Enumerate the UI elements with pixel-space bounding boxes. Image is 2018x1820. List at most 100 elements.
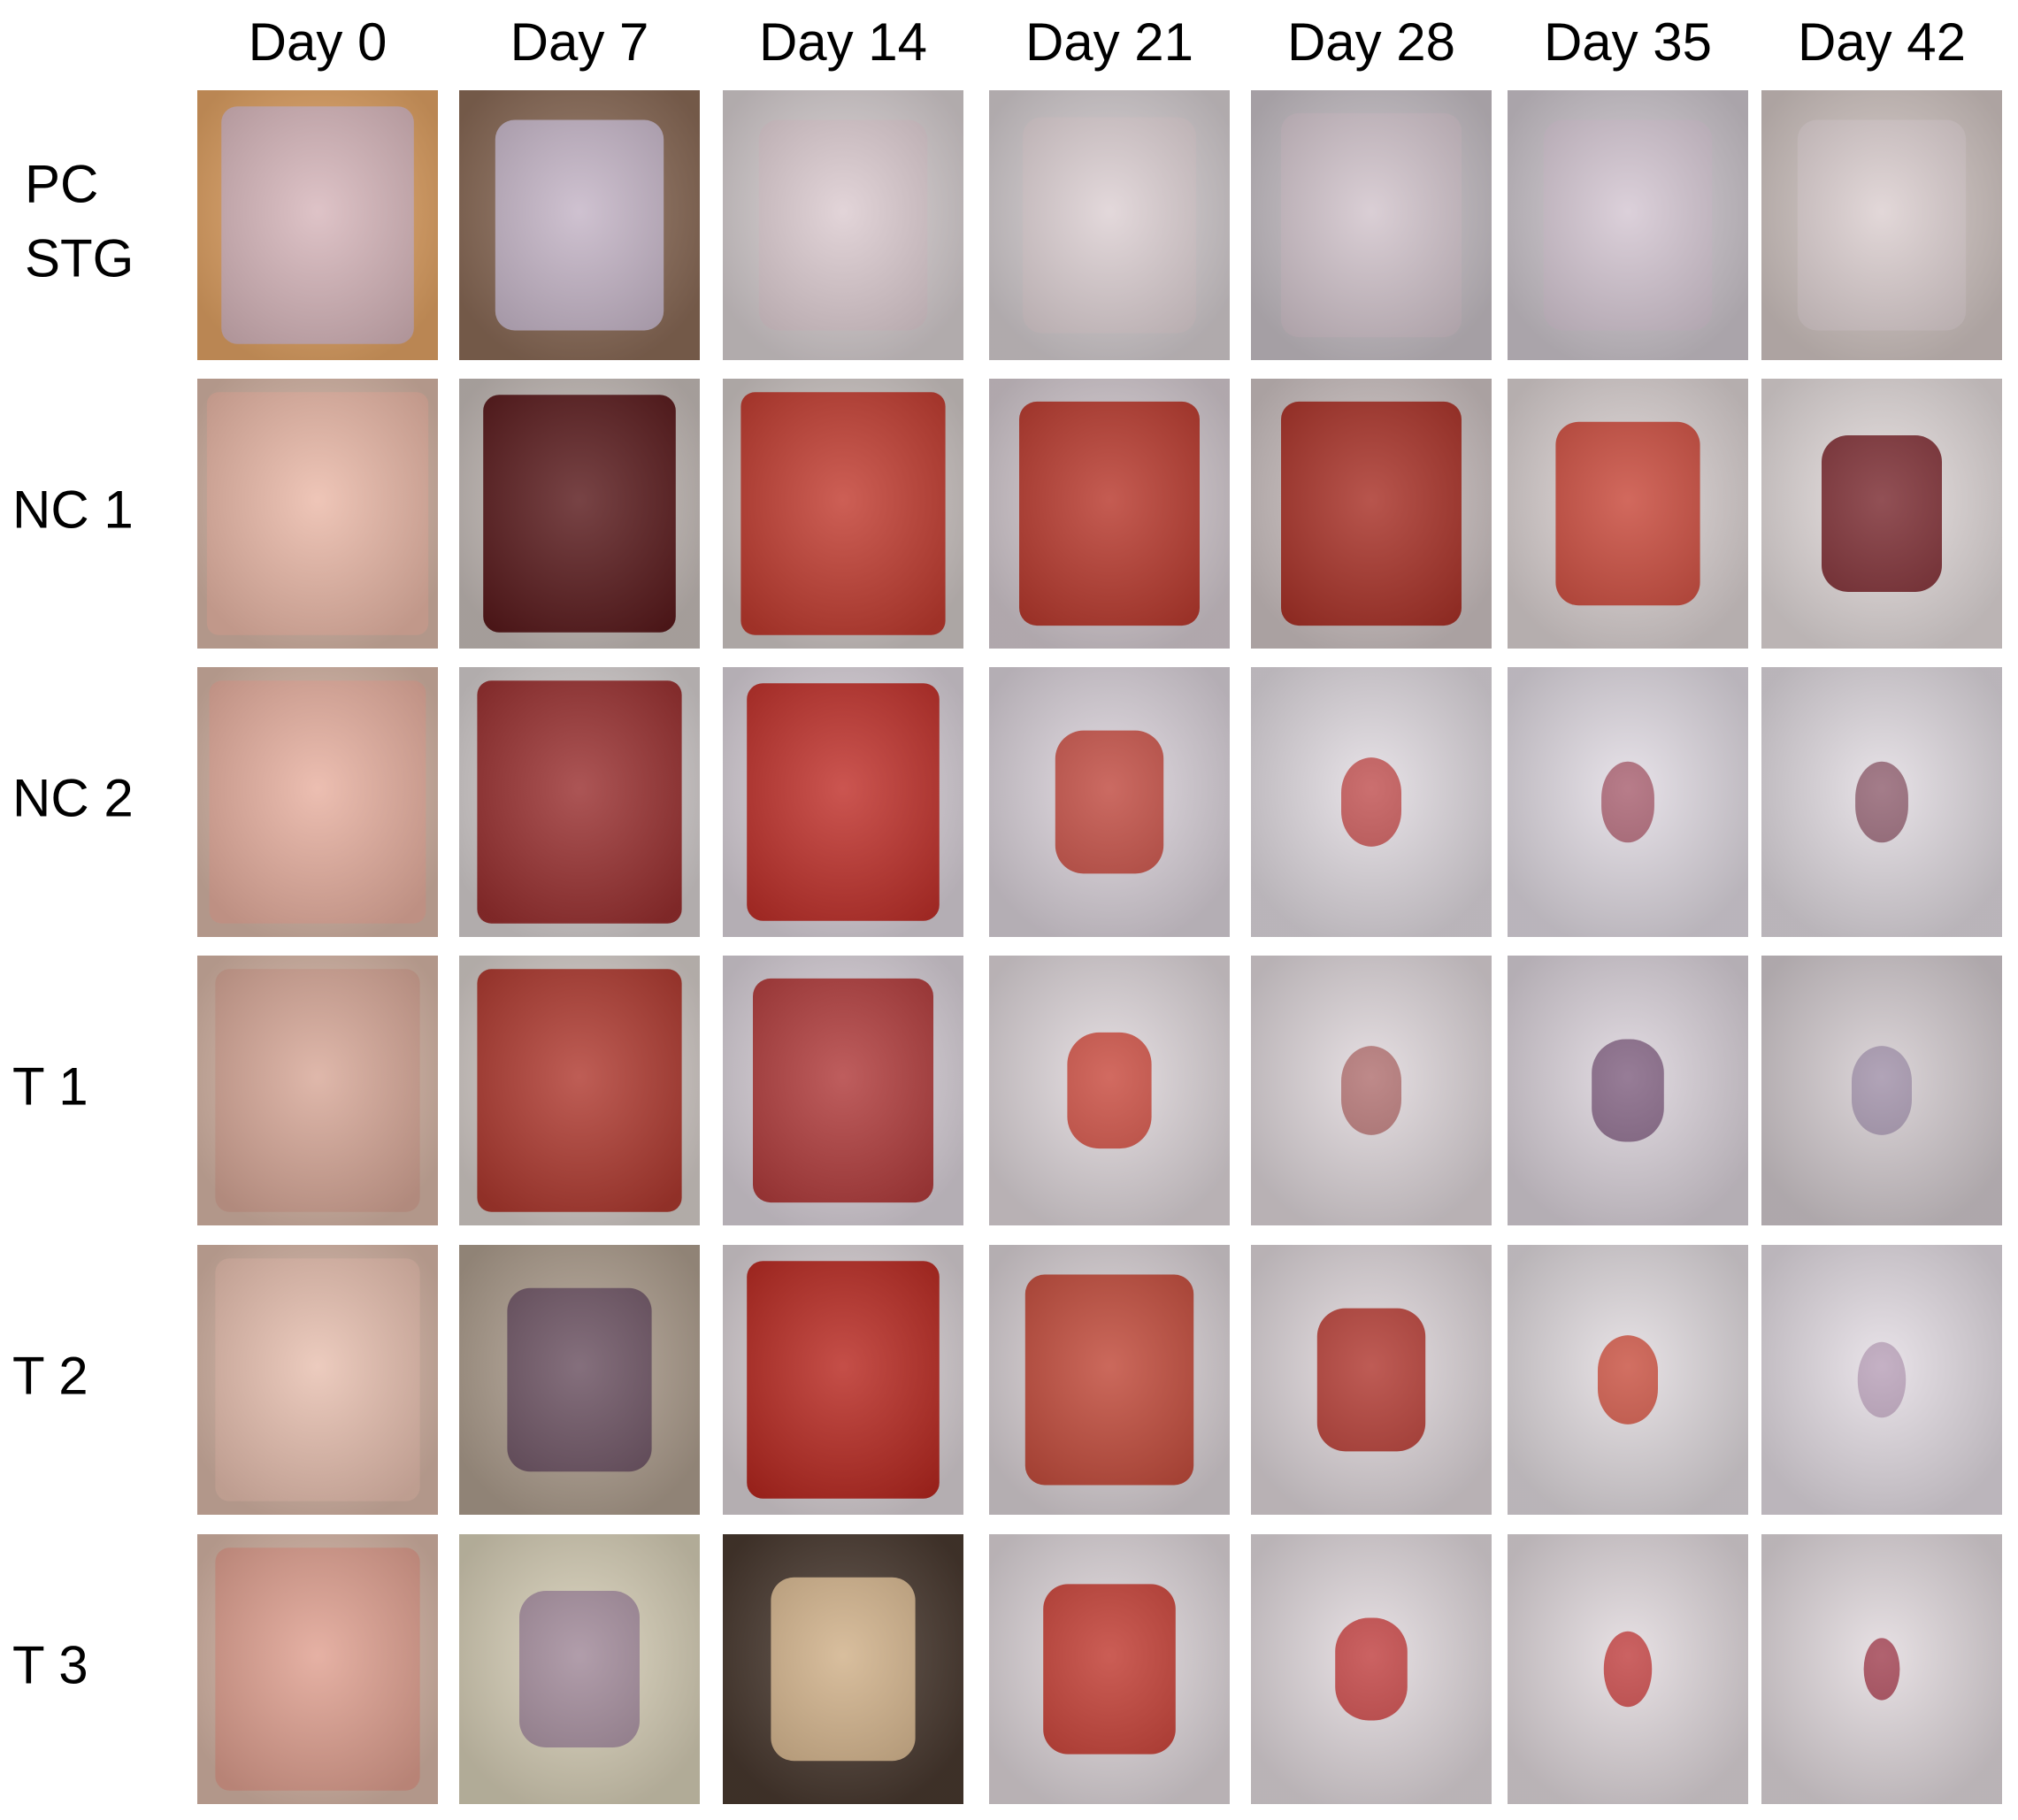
photo-shading bbox=[1761, 1534, 2002, 1804]
wound-photo bbox=[459, 379, 700, 649]
photo-shading bbox=[1508, 1245, 1748, 1515]
wound-photo bbox=[989, 1534, 1230, 1804]
column-header: Day 7 bbox=[510, 12, 649, 72]
photo-shading bbox=[1251, 90, 1492, 360]
wound-photo bbox=[1761, 1245, 2002, 1515]
wound-photo bbox=[459, 90, 700, 360]
wound-photo bbox=[1508, 379, 1748, 649]
wound-photo bbox=[197, 667, 438, 937]
photo-shading bbox=[1508, 379, 1748, 649]
wound-photo bbox=[1251, 1534, 1492, 1804]
wound-photo bbox=[989, 379, 1230, 649]
wound-photo bbox=[1508, 1534, 1748, 1804]
photo-shading bbox=[459, 379, 700, 649]
photo-shading bbox=[459, 1534, 700, 1804]
photo-shading bbox=[723, 90, 963, 360]
wound-photo bbox=[989, 956, 1230, 1225]
photo-shading bbox=[1251, 379, 1492, 649]
wound-photo bbox=[1761, 667, 2002, 937]
column-header: Day 0 bbox=[249, 12, 387, 72]
wound-photo bbox=[989, 667, 1230, 937]
photo-shading bbox=[723, 379, 963, 649]
photo-shading bbox=[197, 90, 438, 360]
column-header: Day 28 bbox=[1287, 12, 1455, 72]
photo-shading bbox=[1508, 667, 1748, 937]
photo-shading bbox=[1761, 667, 2002, 937]
photo-shading bbox=[459, 956, 700, 1225]
wound-photo bbox=[1508, 667, 1748, 937]
wound-photo bbox=[197, 956, 438, 1225]
wound-photo bbox=[723, 90, 963, 360]
photo-shading bbox=[1251, 1534, 1492, 1804]
photo-shading bbox=[989, 379, 1230, 649]
wound-photo bbox=[1508, 1245, 1748, 1515]
wound-photo bbox=[723, 667, 963, 937]
wound-photo bbox=[1508, 90, 1748, 360]
row-label: PC bbox=[25, 154, 98, 213]
photo-shading bbox=[459, 667, 700, 937]
wound-photo bbox=[1761, 90, 2002, 360]
wound-photo bbox=[1251, 956, 1492, 1225]
wound-photo bbox=[723, 956, 963, 1225]
photo-shading bbox=[1761, 379, 2002, 649]
photo-shading bbox=[1761, 1245, 2002, 1515]
photo-shading bbox=[1761, 90, 2002, 360]
wound-photo bbox=[197, 90, 438, 360]
photo-shading bbox=[1761, 956, 2002, 1225]
wound-photo bbox=[1251, 379, 1492, 649]
photo-shading bbox=[1508, 1534, 1748, 1804]
wound-photo bbox=[1251, 90, 1492, 360]
wound-photo bbox=[459, 1534, 700, 1804]
photo-shading bbox=[989, 1245, 1230, 1515]
column-header: Day 35 bbox=[1544, 12, 1712, 72]
photo-shading bbox=[989, 90, 1230, 360]
photo-shading bbox=[1508, 90, 1748, 360]
row-label: NC 2 bbox=[12, 768, 134, 827]
wound-photo bbox=[197, 379, 438, 649]
wound-photo bbox=[459, 667, 700, 937]
wound-photo bbox=[723, 379, 963, 649]
row-label: T 2 bbox=[12, 1346, 88, 1405]
wound-photo bbox=[1251, 1245, 1492, 1515]
wound-photo bbox=[197, 1245, 438, 1515]
wound-photo bbox=[723, 1245, 963, 1515]
photo-shading bbox=[723, 667, 963, 937]
row-label: STG bbox=[25, 228, 134, 288]
column-header: Day 21 bbox=[1025, 12, 1193, 72]
row-label: T 1 bbox=[12, 1056, 88, 1116]
wound-photo bbox=[1761, 379, 2002, 649]
column-header: Day 42 bbox=[1798, 12, 1966, 72]
photo-shading bbox=[989, 667, 1230, 937]
wound-photo bbox=[1251, 667, 1492, 937]
photo-shading bbox=[723, 1245, 963, 1515]
wound-photo bbox=[989, 1245, 1230, 1515]
photo-shading bbox=[1251, 1245, 1492, 1515]
photo-shading bbox=[989, 1534, 1230, 1804]
photo-shading bbox=[723, 956, 963, 1225]
wound-photo bbox=[1761, 956, 2002, 1225]
wound-photo bbox=[1508, 956, 1748, 1225]
photo-shading bbox=[723, 1534, 963, 1804]
wound-photo bbox=[989, 90, 1230, 360]
photo-shading bbox=[197, 1245, 438, 1515]
photo-shading bbox=[459, 1245, 700, 1515]
wound-photo bbox=[723, 1534, 963, 1804]
photo-shading bbox=[1508, 956, 1748, 1225]
photo-shading bbox=[1251, 667, 1492, 937]
photo-shading bbox=[197, 956, 438, 1225]
wound-photo bbox=[1761, 1534, 2002, 1804]
photo-shading bbox=[197, 1534, 438, 1804]
photo-shading bbox=[1251, 956, 1492, 1225]
column-header: Day 14 bbox=[759, 12, 927, 72]
photo-shading bbox=[197, 379, 438, 649]
wound-photo bbox=[459, 956, 700, 1225]
row-label: NC 1 bbox=[12, 480, 134, 539]
wound-photo bbox=[459, 1245, 700, 1515]
row-label: T 3 bbox=[12, 1635, 88, 1694]
photo-shading bbox=[459, 90, 700, 360]
wound-photo bbox=[197, 1534, 438, 1804]
photo-shading bbox=[197, 667, 438, 937]
photo-shading bbox=[989, 956, 1230, 1225]
